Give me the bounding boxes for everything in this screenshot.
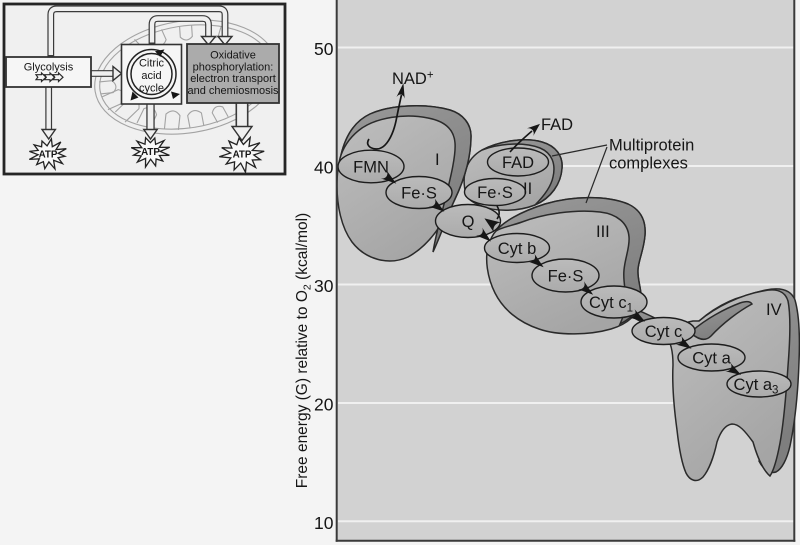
svg-text:50: 50 bbox=[314, 39, 334, 59]
svg-text:ATP: ATP bbox=[233, 150, 252, 161]
svg-text:ATP: ATP bbox=[141, 147, 160, 158]
svg-text:Cyt a: Cyt a bbox=[692, 349, 731, 367]
svg-text:Fe·S: Fe·S bbox=[477, 184, 513, 202]
svg-text:40: 40 bbox=[314, 158, 334, 178]
svg-text:Fe·S: Fe·S bbox=[401, 184, 437, 202]
svg-text:phosphorylation:: phosphorylation: bbox=[193, 61, 274, 73]
svg-text:FAD: FAD bbox=[502, 154, 534, 172]
svg-text:IV: IV bbox=[766, 301, 782, 319]
svg-text:Citric: Citric bbox=[139, 58, 165, 70]
svg-text:10: 10 bbox=[314, 513, 334, 533]
svg-text:20: 20 bbox=[314, 395, 334, 415]
svg-text:cycle: cycle bbox=[139, 83, 164, 95]
svg-text:Free energy (G) relative to O2: Free energy (G) relative to O2 (kcal/mol… bbox=[294, 213, 314, 488]
svg-text:complexes: complexes bbox=[609, 155, 688, 173]
svg-text:II: II bbox=[523, 180, 532, 198]
svg-text:30: 30 bbox=[314, 276, 334, 296]
svg-text:ATP: ATP bbox=[39, 150, 58, 161]
svg-text:NAD+: NAD+ bbox=[392, 70, 434, 89]
svg-text:Cyt a3: Cyt a3 bbox=[734, 376, 779, 397]
svg-text:Q: Q bbox=[462, 213, 475, 231]
svg-text:electron transport: electron transport bbox=[190, 73, 276, 85]
svg-text:and chemiosmosis: and chemiosmosis bbox=[187, 85, 279, 97]
svg-text:Fe·S: Fe·S bbox=[548, 267, 584, 285]
svg-text:acid: acid bbox=[141, 70, 161, 82]
svg-text:Multiprotein: Multiprotein bbox=[609, 137, 694, 155]
svg-text:FAD: FAD bbox=[541, 116, 573, 134]
svg-text:I: I bbox=[435, 151, 440, 169]
svg-text:Oxidative: Oxidative bbox=[210, 50, 256, 62]
svg-text:FMN: FMN bbox=[353, 158, 389, 176]
svg-text:Cyt c: Cyt c bbox=[645, 323, 683, 341]
svg-text:Cyt c1: Cyt c1 bbox=[589, 294, 633, 315]
svg-text:Cyt b: Cyt b bbox=[498, 240, 537, 258]
svg-text:Glycolysis: Glycolysis bbox=[24, 62, 74, 74]
svg-text:III: III bbox=[596, 223, 610, 241]
